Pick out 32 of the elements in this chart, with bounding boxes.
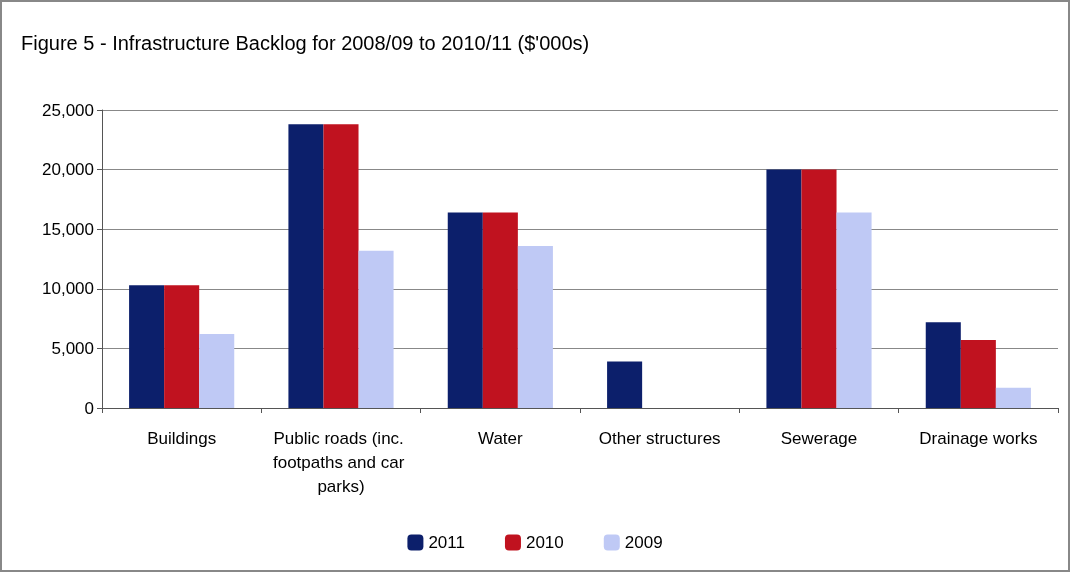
legend-label: 2010: [525, 533, 564, 552]
x-tick-label: Buildings: [147, 428, 217, 448]
bar: [836, 212, 872, 408]
legend-label: 2009: [624, 533, 663, 552]
x-tick-label: Drainage works: [919, 428, 1038, 448]
bar: [482, 212, 518, 408]
bar: [164, 285, 200, 408]
bar: [447, 212, 483, 408]
y-tick-label: 25,000: [42, 100, 94, 120]
y-tick-label: 10,000: [42, 279, 94, 299]
legend-label: 2011: [428, 533, 465, 552]
bar: [607, 361, 643, 408]
x-tick-label: Other structures: [598, 428, 721, 448]
bar: [925, 322, 961, 408]
bar: [801, 169, 837, 408]
bar: [129, 285, 165, 408]
y-tick-label: 5,000: [51, 338, 94, 358]
x-tick-label: Public roads (inc. footpaths and car parks): [272, 428, 410, 496]
x-tick-label: Water: [477, 428, 524, 448]
y-tick-label: 20,000: [42, 160, 94, 180]
bar: [517, 245, 553, 408]
y-tick-label: 0: [84, 398, 94, 418]
chart-title: Figure 5 - Infrastructure Backlog for 2008/09 to 2010/11 ($'000s): [21, 32, 590, 54]
bar: [323, 124, 359, 408]
bar: [199, 334, 235, 408]
y-tick-label: 15,000: [42, 219, 94, 239]
x-tick-label: Sewerage: [780, 428, 858, 448]
bar: [960, 340, 996, 408]
bar: [358, 250, 394, 408]
bar: [288, 124, 324, 408]
bar: [995, 387, 1031, 408]
bar: [766, 169, 802, 408]
